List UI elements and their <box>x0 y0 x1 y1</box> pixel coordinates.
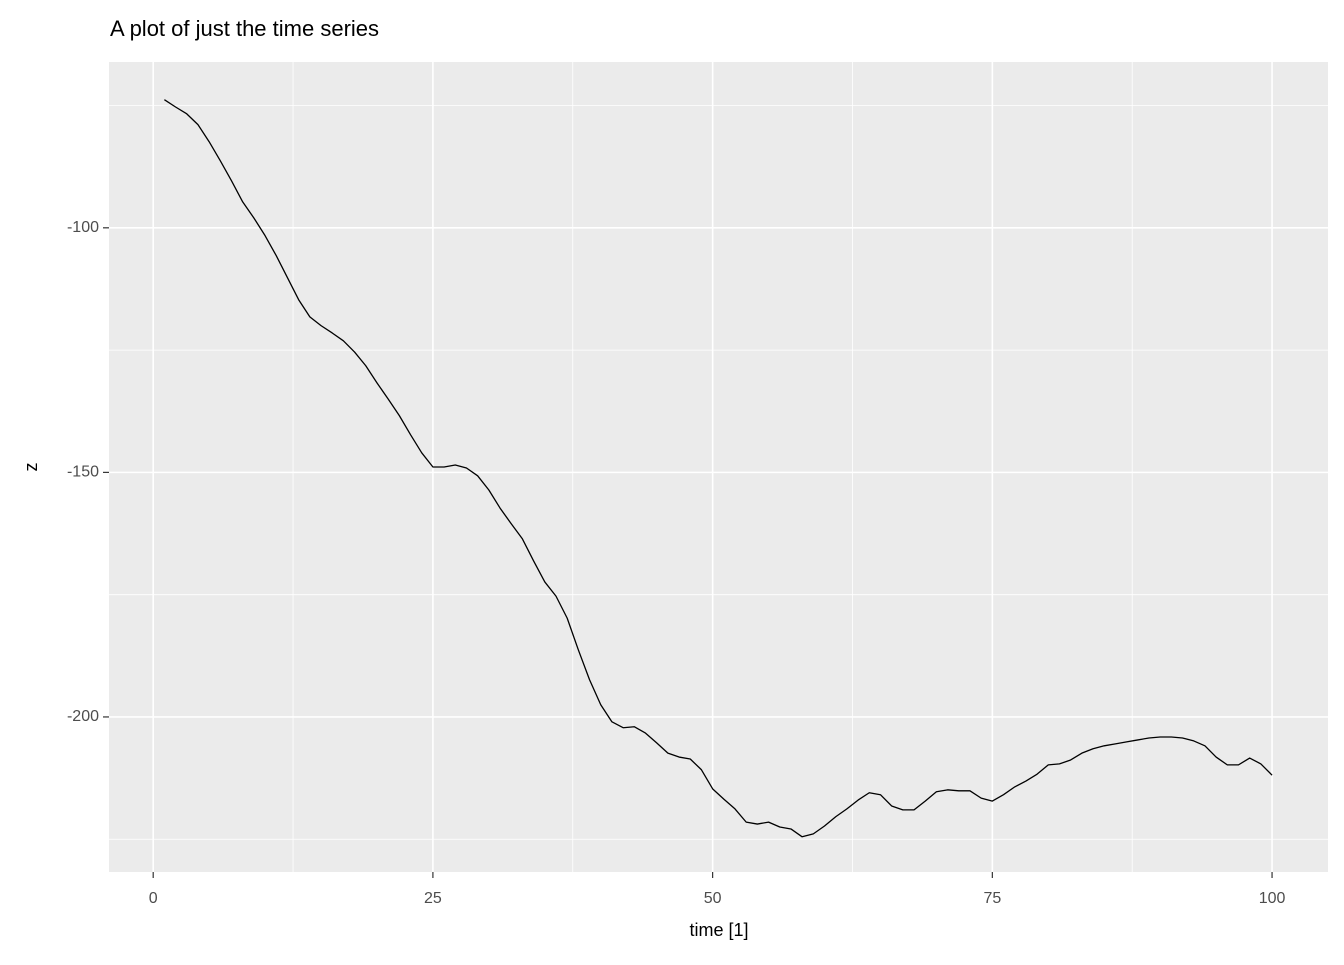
x-tick-label: 25 <box>424 890 442 907</box>
plot-panel <box>109 62 1328 872</box>
chart-title: A plot of just the time series <box>110 16 379 41</box>
line <box>164 99 1273 838</box>
x-tick-label: 50 <box>704 890 722 907</box>
x-axis-title: time [1] <box>689 920 748 940</box>
x-tick-label: 100 <box>1259 890 1286 907</box>
y-tick-label: -200 <box>67 708 99 725</box>
y-axis-title: z <box>21 463 41 472</box>
y-tick-label: -150 <box>67 464 99 481</box>
y-tick-label: -100 <box>67 219 99 236</box>
x-tick-label: 0 <box>149 890 158 907</box>
x-tick-label: 75 <box>983 890 1001 907</box>
